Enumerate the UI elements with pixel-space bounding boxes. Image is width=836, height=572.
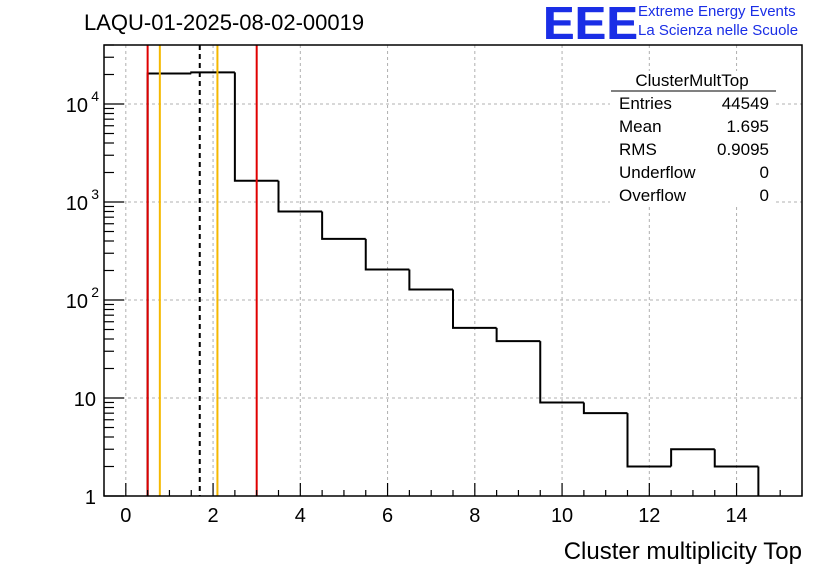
y-tick-exponent: 2 [91, 284, 99, 300]
histogram-bin [495, 327, 541, 343]
y-tick-label: 10 [66, 193, 88, 215]
stats-label: Overflow [619, 186, 687, 205]
histogram-bin [146, 72, 192, 496]
logo-line-2: La Scienza nelle Scuole [638, 22, 799, 39]
x-tick-label: 12 [638, 505, 660, 527]
marker-lines [146, 45, 258, 496]
histogram-bin [190, 71, 235, 74]
x-tick-labels: 0 2 4 6 8 10 12 14 [120, 505, 747, 527]
x-axis-label: Cluster multiplicity Top [564, 538, 802, 565]
x-tick-label: 10 [551, 505, 573, 527]
histogram-bin [408, 269, 453, 291]
stats-value: 0.9095 [717, 140, 769, 159]
histogram-bin [670, 448, 715, 467]
stats-value: 0 [760, 186, 769, 205]
histogram-bin [582, 402, 628, 415]
stats-value: 0 [760, 163, 769, 182]
axis-ticks [103, 44, 803, 497]
y-tick-exponent: 4 [91, 88, 99, 104]
stats-label: Entries [619, 94, 672, 113]
stats-value: 1.695 [726, 117, 769, 136]
y-tick-exponent: 3 [91, 186, 99, 202]
y-tick-label: 10 [74, 389, 96, 411]
stats-label: RMS [619, 140, 657, 159]
eee-logo: EEE Extreme Energy Events La Scienza nel… [543, 0, 836, 49]
histogram-bin [713, 449, 759, 468]
histogram-bin [452, 289, 497, 329]
histogram-bin [539, 341, 584, 404]
stats-label: Underflow [619, 163, 696, 182]
histogram-bin [364, 238, 410, 271]
stats-title: ClusterMultTop [635, 71, 748, 90]
x-tick-label: 0 [120, 505, 131, 527]
eee-logo-mark: EEE [543, 0, 639, 49]
x-tick-label: 6 [382, 505, 393, 527]
histogram-bin [626, 413, 672, 468]
x-tick-label: 8 [469, 505, 480, 527]
histogram-bin [277, 180, 323, 213]
plot-title: LAQU-01-2025-08-02-00019 [84, 10, 365, 35]
stats-value: 44549 [722, 94, 769, 113]
y-tick-label: 10 [66, 291, 88, 313]
logo-line-1: Extreme Energy Events [638, 3, 796, 20]
y-tick-label: 10 [66, 95, 88, 117]
x-tick-label: 2 [208, 505, 219, 527]
stats-box: ClusterMultTop Entries 44549 Mean 1.695 RMS 0… [610, 71, 776, 207]
stats-label: Mean [619, 117, 662, 136]
x-tick-label: 14 [725, 505, 747, 527]
x-tick-label: 4 [295, 505, 306, 527]
y-tick-label: 1 [85, 487, 96, 509]
histogram-bin [321, 211, 366, 240]
stats-rows: Entries 44549 Mean 1.695 RMS 0.9095 Underflow 0… [619, 94, 769, 205]
histogram-bin [233, 72, 279, 182]
